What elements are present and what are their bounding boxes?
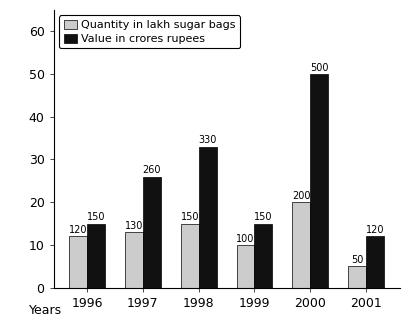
Text: 120: 120 xyxy=(366,225,384,235)
Text: 500: 500 xyxy=(310,63,328,73)
Text: 330: 330 xyxy=(199,135,217,146)
Text: 200: 200 xyxy=(292,191,311,201)
Bar xyxy=(366,236,384,288)
Bar xyxy=(236,245,255,288)
Bar xyxy=(310,74,328,288)
Text: 260: 260 xyxy=(143,165,161,175)
Bar xyxy=(125,232,143,288)
Text: 100: 100 xyxy=(236,234,255,244)
Text: 50: 50 xyxy=(351,255,363,265)
Bar xyxy=(69,236,87,288)
Bar xyxy=(348,267,366,288)
Text: 150: 150 xyxy=(254,212,273,222)
Legend: Quantity in lakh sugar bags, Value in crores rupees: Quantity in lakh sugar bags, Value in cr… xyxy=(59,15,240,48)
Bar xyxy=(87,224,105,288)
Text: 150: 150 xyxy=(87,212,105,222)
Bar xyxy=(143,177,161,288)
Bar xyxy=(199,146,217,288)
Bar xyxy=(293,202,310,288)
Text: 120: 120 xyxy=(69,225,87,235)
Bar xyxy=(255,224,272,288)
Text: 130: 130 xyxy=(125,221,143,231)
Bar xyxy=(181,224,199,288)
Text: Years: Years xyxy=(29,303,62,317)
Text: 150: 150 xyxy=(180,212,199,222)
